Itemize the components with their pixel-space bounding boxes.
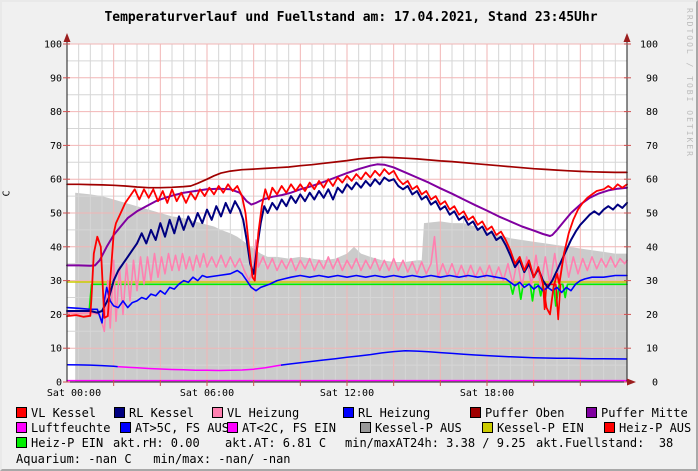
series-at-blau-line (66, 364, 118, 368)
x-tick-label: Sat 00:00 (47, 388, 101, 399)
legend-label: Heiz-P EIN (31, 436, 104, 450)
legend-label: Puffer Mitte (601, 406, 688, 420)
legend-swatch-rl-kessel (114, 407, 125, 418)
legend-label: RL Heizung (358, 406, 431, 420)
series-puffer-oben-line (66, 156, 628, 189)
y-tick-label-left: 10 (50, 344, 62, 355)
y-tick-label-left: 90 (50, 73, 62, 84)
y-tick-label-left: 80 (50, 107, 62, 118)
legend-label: AT>5C, FS AUS (135, 421, 229, 435)
legend-row-3: Heiz-P EIN akt.rH: 0.00 akt.AT: 6.81 C min/… (2, 436, 698, 450)
legend-swatch-at-5c-fs-aus (120, 422, 131, 433)
series-vl-kessel-line (66, 168, 628, 319)
series-at-blau-line (280, 349, 628, 366)
y-tick-label-right: 70 (646, 141, 658, 152)
y-tick-label-left: 50 (50, 209, 62, 220)
y-tick-label-left: 40 (50, 242, 62, 253)
legend-item-heiz-p-ein: Heiz-P EIN (16, 436, 103, 450)
legend-item-rl-kessel: RL Kessel (114, 406, 194, 420)
legend-item-at-2c-fs-ein: AT<2C, FS EIN (227, 421, 336, 435)
stat-min-maxat24h: min/maxAT24h: 3.38 / 9.25 (345, 436, 526, 450)
legend-row-2: Luftfeuchte AT>5C, FS AUS AT<2C, FS EIN Kes… (2, 421, 698, 435)
y-tick-label-left: 60 (50, 175, 62, 186)
y-tick-label-right: 60 (646, 175, 658, 186)
stat-akt-at: akt.AT: 6.81 C (225, 436, 327, 450)
y-tick-label-right: 30 (646, 276, 658, 287)
legend-item-rl-heizung: RL Heizung (343, 406, 430, 420)
legend-row-1: VL Kessel RL Kessel VL Heizung RL Heizung Pu… (2, 406, 698, 420)
legend-swatch-heiz-p-aus (604, 422, 615, 433)
legend-label: Kessel-P EIN (497, 421, 584, 435)
legend-label: VL Kessel (31, 406, 97, 420)
y-tick-label-right: 80 (646, 107, 658, 118)
legend-label: AT<2C, FS EIN (242, 421, 336, 435)
legend-swatch-kessel-p-ein (482, 422, 493, 433)
legend-item-puffer-mitte: Puffer Mitte (586, 406, 688, 420)
rrdtool-watermark: RRDTOOL / TOBI OETIKER (685, 8, 694, 158)
stat-akt-rh: akt.rH: 0.00 (113, 436, 200, 450)
legend-item-luftfeuchte: Luftfeuchte (16, 421, 110, 435)
legend-item-kessel-p-aus: Kessel-P AUS (360, 421, 462, 435)
y-tick-label-left: 20 (50, 310, 62, 321)
legend-swatch-kessel-p-aus (360, 422, 371, 433)
legend-label: VL Heizung (227, 406, 300, 420)
series-heiz-p-ein-line (88, 283, 628, 312)
y-tick-label-right: 0 (652, 378, 658, 389)
y-tick-label-right: 20 (646, 310, 658, 321)
y-tick-label-right: 100 (640, 40, 658, 51)
y-tick-label-left: 30 (50, 276, 62, 287)
series-rl-heizung-line (66, 269, 628, 324)
legend-swatch-vl-heizung (212, 407, 223, 418)
legend-swatch-vl-kessel (16, 407, 27, 418)
y-tick-label-right: 40 (646, 242, 658, 253)
series-kessel-p-aus-area (75, 192, 627, 382)
legend-item-puffer-oben: Puffer Oben (470, 406, 564, 420)
legend-item-vl-heizung: VL Heizung (212, 406, 299, 420)
legend-label: Kessel-P AUS (375, 421, 462, 435)
y-tick-label-left: 100 (44, 40, 62, 51)
x-tick-label: Sat 18:00 (460, 388, 514, 399)
series-heiz-p-aus-line (542, 283, 562, 321)
y-tick-label-left: 70 (50, 141, 62, 152)
x-axis-arrow (627, 378, 636, 386)
legend-row-4: Aquarium: -nan C min/max: -nan/ -nan (2, 452, 698, 466)
legend-label: Puffer Oben (485, 406, 565, 420)
y-tick-label-right: 50 (646, 209, 658, 220)
legend-label: Luftfeuchte (31, 421, 111, 435)
legend-swatch-at-2c-fs-ein (227, 422, 238, 433)
y-axis-arrow-right (623, 33, 631, 42)
legend-label: RL Kessel (129, 406, 195, 420)
y-axis-arrow-left (63, 33, 71, 42)
legend-swatch-luftfeuchte (16, 422, 27, 433)
x-tick-label: Sat 06:00 (180, 388, 234, 399)
stat-akt-fuellstand: akt.Fuellstand: 38 (536, 436, 674, 450)
chart-canvas: 0 0 10 10 20 20 30 30 40 40 50 50 60 60 70 70 80 80 90 90 10… (44, 33, 658, 399)
legend-swatch-puffer-mitte (586, 407, 597, 418)
x-tick-label: Sat 12:00 (320, 388, 374, 399)
y-tick-label-right: 10 (646, 344, 658, 355)
series-at-magenta-line (116, 364, 282, 372)
legend-label: Heiz-P AUS (619, 421, 692, 435)
legend-swatch-rl-heizung (343, 407, 354, 418)
series-puffer-mitte-line (66, 163, 628, 267)
y-tick-label-left: 0 (56, 378, 62, 389)
legend-item-heiz-p-aus: Heiz-P AUS (604, 421, 691, 435)
legend-item-kessel-p-ein: Kessel-P EIN (482, 421, 584, 435)
legend-swatch-puffer-oben (470, 407, 481, 418)
legend-item-vl-kessel: VL Kessel (16, 406, 96, 420)
legend-swatch-heiz-p-ein (16, 437, 27, 448)
aquarium-status-text: Aquarium: -nan C min/max: -nan/ -nan (16, 452, 291, 466)
y-tick-label-right: 90 (646, 73, 658, 84)
chart-title: Temperaturverlauf und Fuellstand am: 17.… (104, 10, 598, 25)
legend-item-at-5c-fs-aus: AT>5C, FS AUS (120, 421, 229, 435)
